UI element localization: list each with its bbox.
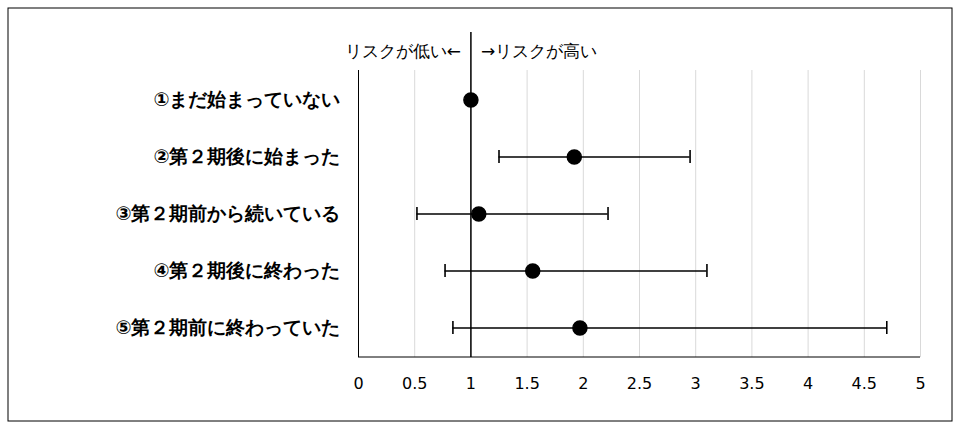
svg-text:①まだ始まっていない: ①まだ始まっていない xyxy=(153,88,340,110)
svg-text:1: 1 xyxy=(466,374,476,393)
svg-text:4.5: 4.5 xyxy=(852,374,877,393)
svg-text:リスクが低い←: リスクが低い← xyxy=(345,41,461,61)
svg-text:0: 0 xyxy=(353,374,363,393)
svg-text:②第２期後に始まった: ②第２期後に始まった xyxy=(153,145,340,167)
svg-text:0.5: 0.5 xyxy=(402,374,427,393)
svg-text:⑤第２期前に終わっていた: ⑤第２期前に終わっていた xyxy=(115,316,340,338)
svg-text:2: 2 xyxy=(578,374,588,393)
svg-text:1.5: 1.5 xyxy=(514,374,539,393)
svg-text:5: 5 xyxy=(915,374,925,393)
svg-text:4: 4 xyxy=(803,374,813,393)
svg-text:3: 3 xyxy=(691,374,701,393)
svg-text:3.5: 3.5 xyxy=(739,374,764,393)
svg-text:③第２期前から続いている: ③第２期前から続いている xyxy=(115,202,340,224)
svg-text:2.5: 2.5 xyxy=(627,374,652,393)
svg-text:→リスクが高い: →リスクが高い xyxy=(481,41,597,61)
svg-text:④第２期後に終わった: ④第２期後に終わった xyxy=(153,259,340,281)
